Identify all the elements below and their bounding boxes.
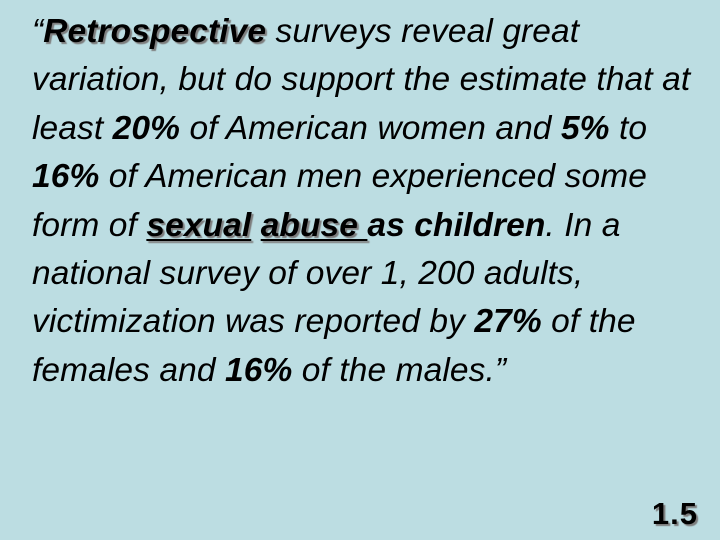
quote-segment: . In a national survey of over 1, 200 ad… (32, 206, 621, 341)
quote-segment: surveys reveal great variation, but do s… (32, 13, 691, 147)
emphasis-as-children: as children (367, 206, 546, 244)
emphasis-sexual: sexual (146, 206, 252, 244)
stat-women-20: 20% (112, 109, 181, 147)
quote-segment: of American men experienced some form of (32, 158, 647, 244)
stat-males-16: 16% (225, 351, 293, 389)
slide-number: 1.5 (651, 496, 698, 531)
quote-segment: of the females and (32, 303, 636, 389)
quote-segment: of the males.” (292, 351, 507, 389)
quote-segment: of American women and (180, 109, 561, 147)
emphasis-abuse: abuse (260, 206, 368, 244)
quote-segment: to (609, 109, 648, 147)
emphasis-retrospective: Retrospective (43, 13, 267, 50)
stat-men-5: 5% (560, 109, 610, 147)
quote-space (251, 207, 260, 244)
open-quote: “ (32, 13, 44, 50)
stat-females-27: 27% (474, 303, 542, 341)
stat-men-16: 16% (32, 158, 100, 196)
quote-text: “Retrospective surveys reveal great vari… (32, 8, 702, 395)
